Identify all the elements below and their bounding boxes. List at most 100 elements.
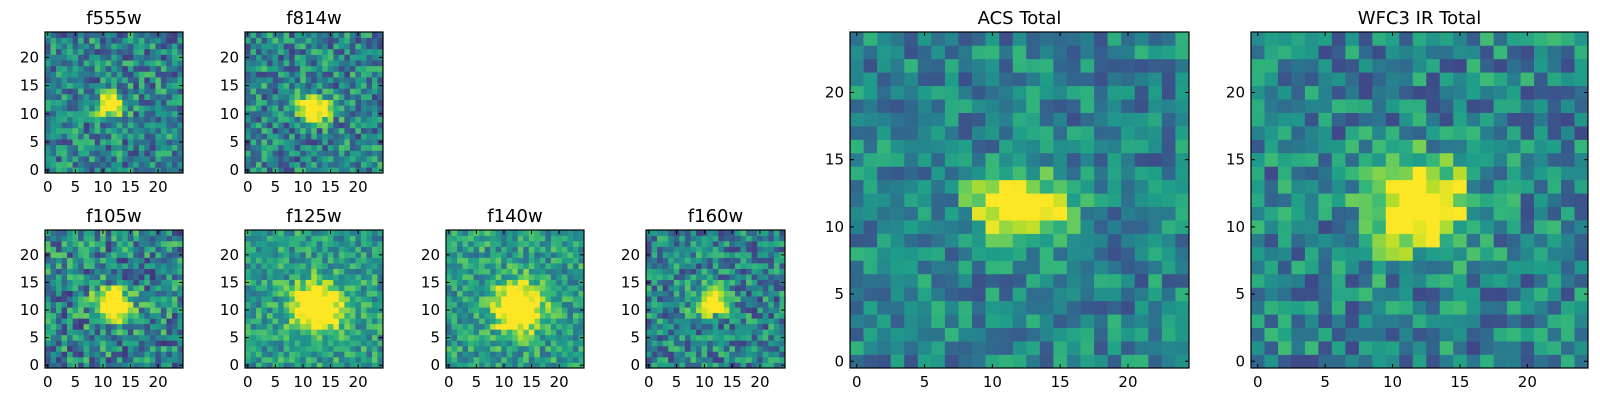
- heatmap-cell: [360, 290, 367, 297]
- x-tick-label: 10: [293, 373, 312, 391]
- heatmap-cell: [931, 152, 946, 167]
- heatmap-cell: [701, 334, 708, 341]
- heatmap-cell: [261, 301, 268, 308]
- heatmap-cell: [261, 323, 268, 330]
- heatmap-cell: [779, 290, 786, 297]
- heatmap-cell: [1094, 314, 1108, 328]
- heatmap-cell: [707, 285, 714, 292]
- heatmap-cell: [78, 312, 84, 319]
- heatmap-cell: [316, 88, 323, 95]
- heatmap-cell: [572, 312, 579, 319]
- heatmap-cell: [473, 334, 480, 341]
- heatmap-cell: [322, 60, 329, 67]
- heatmap-cell: [718, 230, 725, 236]
- heatmap-cell: [1107, 273, 1122, 288]
- heatmap-cell: [701, 323, 708, 330]
- heatmap-cell: [144, 60, 151, 67]
- heatmap-cell: [1493, 260, 1508, 275]
- heatmap-cell: [457, 345, 463, 352]
- heatmap-cell: [256, 257, 262, 264]
- heatmap-cell: [468, 323, 474, 330]
- heatmap-cell: [371, 334, 378, 341]
- heatmap-cell: [83, 54, 90, 61]
- heatmap-cell: [116, 122, 123, 129]
- heatmap-cell: [72, 279, 79, 286]
- heatmap-cell: [311, 285, 318, 292]
- heatmap-cell: [1121, 327, 1136, 342]
- heatmap-cell: [890, 327, 905, 342]
- heatmap-cell: [651, 318, 658, 325]
- heatmap-cell: [863, 179, 878, 194]
- heatmap-cell: [1066, 260, 1081, 275]
- heatmap-cell: [877, 152, 891, 167]
- heatmap-cell: [1094, 32, 1108, 46]
- heatmap-cell: [100, 235, 107, 242]
- heatmap-cell: [1520, 233, 1535, 248]
- heatmap-cells: [245, 230, 384, 369]
- heatmap-cell: [366, 318, 373, 325]
- heatmap-cell: [327, 246, 334, 253]
- heatmap-cell: [127, 65, 134, 72]
- heatmap-cell: [1547, 193, 1562, 208]
- heatmap-cell: [1304, 314, 1319, 328]
- heatmap-cell: [78, 54, 84, 61]
- heatmap-cell: [890, 273, 905, 288]
- heatmap-cell: [657, 252, 663, 258]
- heatmap-cell: [917, 354, 932, 369]
- heatmap-cell: [545, 246, 552, 253]
- heatmap-cell: [83, 246, 90, 253]
- heatmap-cell: [250, 340, 257, 347]
- heatmap-cell: [468, 257, 474, 264]
- heatmap-cell: [972, 166, 986, 181]
- x-tick-label: 10: [93, 178, 112, 196]
- heatmap-cell: [1331, 273, 1346, 288]
- heatmap-cell: [863, 126, 878, 140]
- heatmap-cell: [734, 246, 741, 253]
- heatmap-cell: [300, 290, 307, 297]
- heatmap-cell: [931, 314, 946, 328]
- heatmap-cell: [305, 139, 312, 146]
- heatmap-cell: [294, 127, 301, 134]
- heatmap-cell: [561, 340, 568, 347]
- heatmap-cell: [56, 290, 62, 297]
- heatmap-cell: [1331, 220, 1346, 234]
- heatmap-cell: [567, 279, 574, 286]
- heatmap-cell: [1039, 273, 1054, 288]
- heatmap-cell: [371, 88, 378, 95]
- heatmap-cell: [985, 260, 1000, 275]
- heatmap-cell: [278, 161, 284, 168]
- heatmap-cell: [972, 72, 986, 87]
- heatmap-cell: [149, 307, 156, 314]
- heatmap-cell: [377, 345, 384, 352]
- heatmap-cell: [349, 156, 356, 163]
- heatmap-cell: [305, 285, 312, 292]
- heatmap-cell: [267, 43, 273, 50]
- heatmap-cell: [746, 246, 752, 253]
- heatmap-cell: [1304, 247, 1319, 261]
- heatmap-cell: [657, 356, 663, 363]
- heatmap-cell: [311, 246, 318, 253]
- heatmap-cell: [160, 307, 167, 314]
- heatmap-cell: [917, 247, 932, 261]
- heatmap-cell: [668, 263, 675, 269]
- heatmap-cell: [890, 233, 905, 248]
- heatmap-cell: [171, 252, 178, 258]
- heatmap-cell: [160, 99, 167, 106]
- heatmap-cell: [133, 290, 140, 297]
- heatmap-cell: [144, 329, 151, 336]
- heatmap-cell: [484, 340, 491, 347]
- heatmap-cell: [166, 116, 173, 123]
- heatmap-cell: [83, 301, 90, 308]
- heatmap-cell: [528, 268, 535, 275]
- heatmap-cell: [294, 235, 301, 242]
- heatmap-cell: [479, 307, 485, 314]
- heatmap-cell: [94, 150, 101, 157]
- heatmap-cell: [377, 301, 384, 308]
- heatmap-cell: [105, 285, 112, 292]
- heatmap-cell: [762, 362, 769, 369]
- heatmap-cell: [94, 156, 101, 163]
- heatmap-cell: [278, 105, 284, 112]
- heatmap-cell: [116, 268, 123, 275]
- heatmap-cell: [1534, 273, 1548, 288]
- heatmap-cell: [506, 246, 513, 253]
